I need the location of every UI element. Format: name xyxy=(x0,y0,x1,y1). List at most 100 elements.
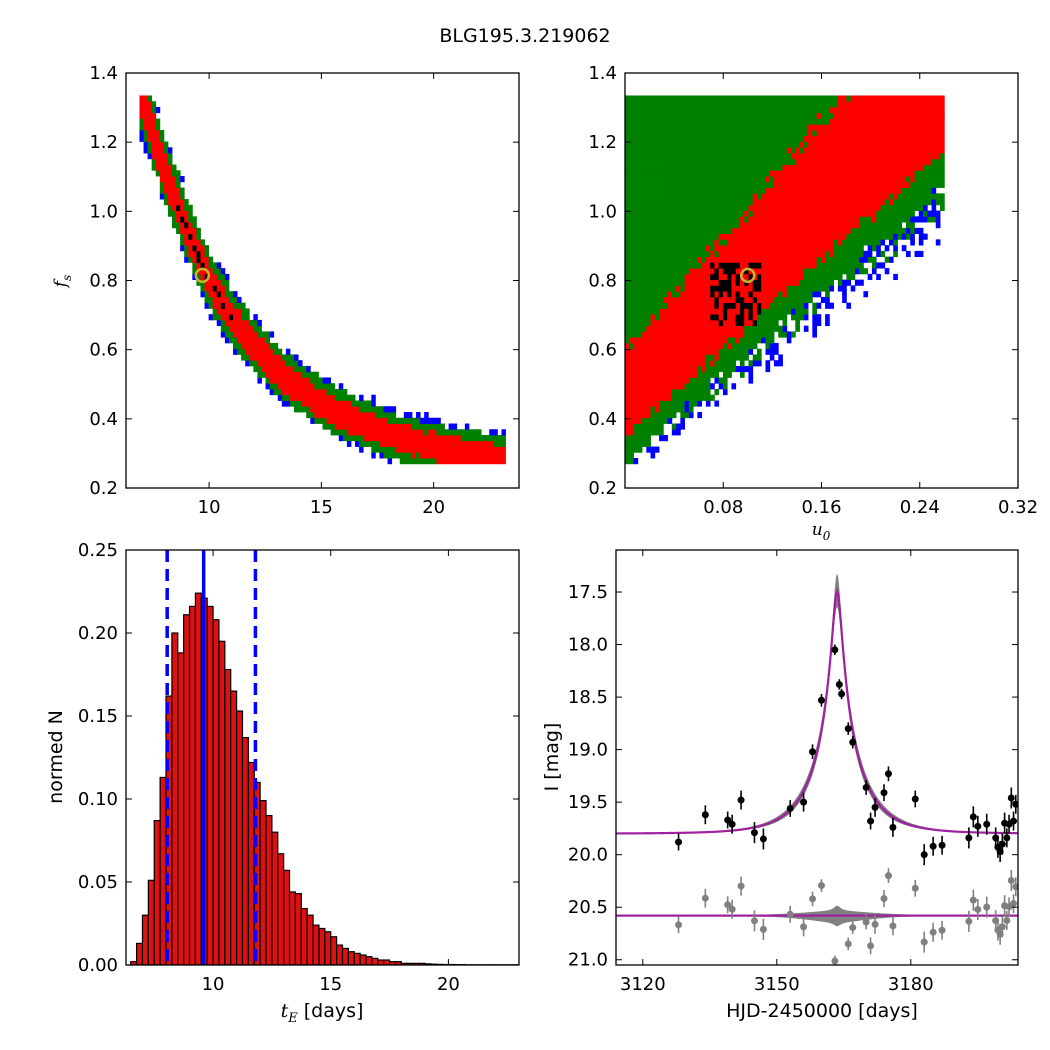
likelihood-cell-green xyxy=(774,319,779,327)
likelihood-cell-red xyxy=(233,319,238,327)
likelihood-cell-red xyxy=(261,342,266,350)
likelihood-cell-green xyxy=(756,101,762,108)
likelihood-cell-green xyxy=(265,377,271,384)
likelihood-cell-green xyxy=(923,170,928,177)
likelihood-cell-red xyxy=(795,199,800,206)
likelihood-cell-red xyxy=(667,365,673,373)
panel-fs-u0-ytick-label: 1.4 xyxy=(588,63,617,84)
likelihood-cell-green xyxy=(752,170,758,177)
likelihood-cell-green xyxy=(888,227,894,234)
likelihood-cell-red xyxy=(812,176,817,183)
likelihood-cell-red xyxy=(355,411,360,419)
likelihood-cell-red xyxy=(667,291,673,298)
likelihood-cell-blue xyxy=(812,319,817,327)
histogram-bar xyxy=(318,927,326,965)
likelihood-cell-green xyxy=(663,193,668,200)
likelihood-cell-green xyxy=(795,112,800,119)
likelihood-cell-green xyxy=(778,130,783,137)
likelihood-cell-green xyxy=(816,106,822,114)
likelihood-cell-red xyxy=(739,245,745,252)
likelihood-cell-blue xyxy=(237,296,242,304)
likelihood-cell-blue xyxy=(748,371,754,378)
likelihood-cell-red xyxy=(923,124,928,131)
likelihood-cell-red xyxy=(808,170,813,177)
likelihood-cell-blue xyxy=(671,429,677,436)
likelihood-cell-green xyxy=(684,187,690,194)
likelihood-cell-green xyxy=(769,158,775,165)
likelihood-cell-red xyxy=(850,176,856,183)
likelihood-cell-green xyxy=(748,95,754,102)
likelihood-cell-green xyxy=(718,124,724,131)
likelihood-cell-green xyxy=(940,153,945,160)
likelihood-cell-red xyxy=(722,233,728,240)
likelihood-cell-green xyxy=(808,273,813,281)
likelihood-cell-red xyxy=(761,239,766,246)
likelihood-cell-red xyxy=(637,417,643,424)
likelihood-cell-red xyxy=(428,435,433,442)
likelihood-cell-green xyxy=(633,314,639,321)
histogram-bar xyxy=(359,954,367,965)
likelihood-cell-green xyxy=(663,199,668,206)
likelihood-cell-green xyxy=(625,239,630,246)
likelihood-cell-red xyxy=(705,285,711,292)
likelihood-cell-green xyxy=(850,239,856,246)
likelihood-cell-green xyxy=(820,279,826,286)
likelihood-cell-red xyxy=(918,158,924,165)
likelihood-cell-green xyxy=(188,204,193,211)
likelihood-cell-red xyxy=(731,314,737,321)
likelihood-cell-green xyxy=(727,158,732,165)
likelihood-cell-red xyxy=(940,106,945,114)
likelihood-cell-green xyxy=(710,95,715,102)
likelihood-cell-red xyxy=(820,216,826,223)
likelihood-cell-red xyxy=(493,452,498,459)
likelihood-cell-green xyxy=(876,222,881,229)
likelihood-cell-green xyxy=(625,199,630,206)
residual-point xyxy=(737,882,745,890)
likelihood-cell-green xyxy=(318,383,323,390)
likelihood-cell-red xyxy=(654,400,660,407)
likelihood-cell-red xyxy=(846,181,852,188)
likelihood-cell-red xyxy=(688,268,694,275)
likelihood-cell-green xyxy=(334,388,340,396)
likelihood-cell-green xyxy=(786,118,792,125)
likelihood-cell-green xyxy=(846,256,852,263)
likelihood-cell-red xyxy=(854,112,860,119)
likelihood-cell-red xyxy=(705,291,711,298)
likelihood-cell-red xyxy=(391,423,397,430)
likelihood-cell-red xyxy=(803,153,809,160)
likelihood-cell-red xyxy=(277,383,283,390)
likelihood-cell-red xyxy=(436,440,441,447)
likelihood-cell-green xyxy=(684,262,690,269)
likelihood-cell-green xyxy=(659,411,664,419)
likelihood-cell-red xyxy=(654,377,660,384)
likelihood-cell-green xyxy=(659,423,664,430)
likelihood-cell-red xyxy=(820,233,826,240)
likelihood-cell-green xyxy=(727,95,732,102)
data-point xyxy=(1007,794,1015,802)
likelihood-cell-red xyxy=(765,262,771,269)
likelihood-cell-green xyxy=(744,164,749,171)
data-point xyxy=(675,838,683,846)
likelihood-cell-green xyxy=(659,210,664,217)
likelihood-cell-green xyxy=(876,227,881,234)
likelihood-cell-red xyxy=(701,268,707,275)
likelihood-cell-green xyxy=(637,181,643,188)
likelihood-cell-red xyxy=(782,250,788,258)
likelihood-cell-red xyxy=(249,331,254,338)
likelihood-cell-blue xyxy=(684,406,690,413)
likelihood-cell-red xyxy=(228,319,234,327)
likelihood-cell-green xyxy=(646,135,651,142)
likelihood-cell-red xyxy=(846,135,852,142)
likelihood-cell-green xyxy=(739,193,745,200)
likelihood-cell-green xyxy=(697,124,703,131)
likelihood-cell-green xyxy=(629,95,634,102)
likelihood-cell-green xyxy=(935,158,941,165)
likelihood-cell-green xyxy=(659,147,664,154)
likelihood-cell-green xyxy=(722,147,728,154)
likelihood-cell-red xyxy=(871,124,877,131)
likelihood-cell-red xyxy=(318,411,323,419)
likelihood-cell-red xyxy=(910,101,915,108)
likelihood-cell-red xyxy=(249,342,254,350)
likelihood-cell-green xyxy=(395,452,401,459)
likelihood-cell-green xyxy=(654,279,660,286)
